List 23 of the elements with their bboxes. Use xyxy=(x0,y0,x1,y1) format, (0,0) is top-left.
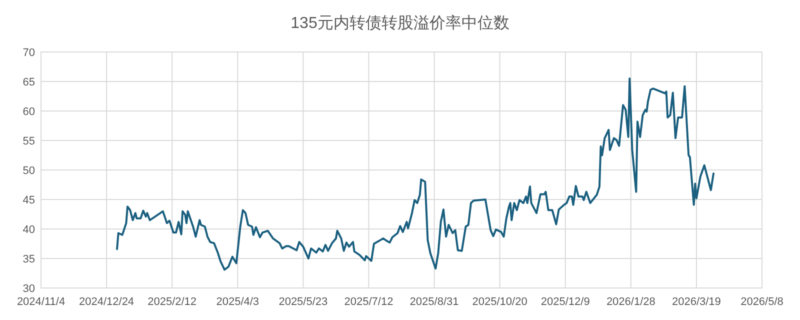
chart-title: 135元内转债转股溢价率中位数 xyxy=(290,14,510,32)
x-tick-label: 2025/10/20 xyxy=(472,296,528,308)
y-tick-label: 40 xyxy=(22,224,35,236)
x-tick-label: 2025/5/23 xyxy=(278,296,328,308)
y-tick-label: 50 xyxy=(22,165,35,177)
y-tick-label: 45 xyxy=(22,194,35,206)
x-tick-label: 2026/5/8 xyxy=(740,296,784,308)
y-tick-label: 35 xyxy=(22,254,35,266)
y-tick-label: 30 xyxy=(22,283,35,295)
x-tick-label: 2025/12/9 xyxy=(540,296,590,308)
x-tick-label: 2026/1/28 xyxy=(606,296,656,308)
x-tick-label: 2026/3/19 xyxy=(672,296,721,308)
y-tick-label: 55 xyxy=(22,136,35,148)
x-tick-label: 2025/8/31 xyxy=(410,296,459,308)
y-tick-label: 60 xyxy=(22,106,35,118)
x-tick-label: 2024/11/4 xyxy=(16,296,66,308)
y-tick-label: 65 xyxy=(22,76,35,88)
x-tick-label: 2025/4/3 xyxy=(216,296,260,308)
x-tick-label: 2025/7/12 xyxy=(344,296,394,308)
x-tick-label: 2024/12/24 xyxy=(79,296,134,308)
y-tick-label: 70 xyxy=(22,47,35,59)
line-series xyxy=(116,78,714,271)
x-tick-label: 2025/2/12 xyxy=(148,296,197,308)
